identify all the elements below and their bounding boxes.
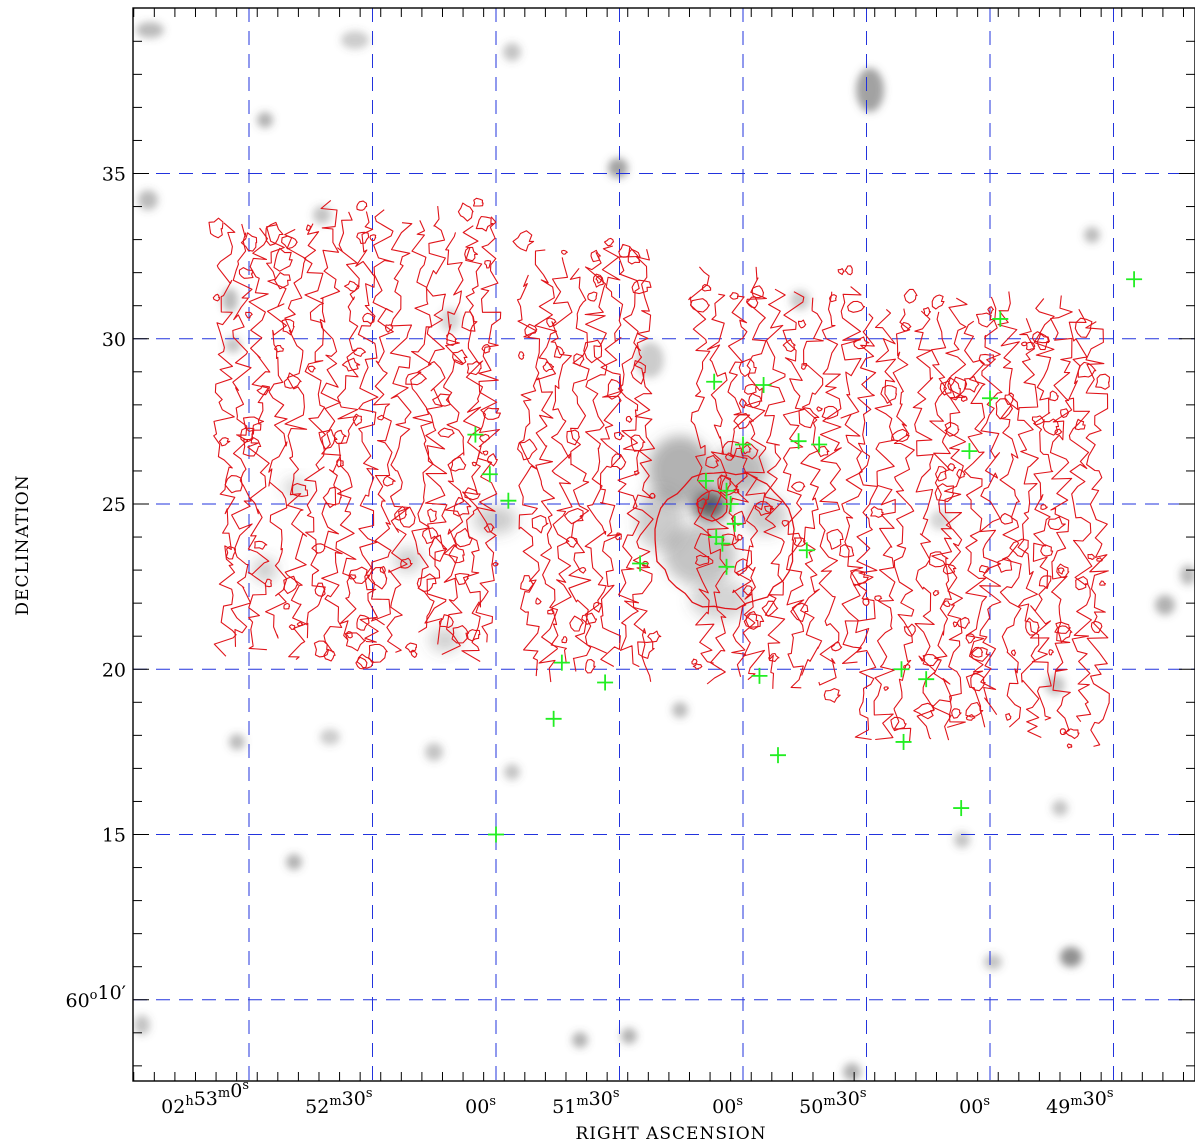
x-tick-label: 00s xyxy=(465,1094,496,1118)
source-marker xyxy=(718,558,735,575)
y-tick-label: 25 xyxy=(102,494,126,516)
source-marker xyxy=(632,555,649,572)
source-marker xyxy=(735,436,751,453)
source-marker xyxy=(798,542,815,559)
source-marker xyxy=(467,426,484,443)
source-marker xyxy=(918,671,935,688)
source-marker xyxy=(697,472,714,489)
source-marker xyxy=(769,747,786,764)
y-tick-label: 15 xyxy=(102,825,126,847)
source-marker xyxy=(1126,271,1143,288)
x-tick-label: 02h53m0s xyxy=(161,1078,249,1118)
x-tick-label: 00s xyxy=(959,1094,990,1118)
axis-ticks xyxy=(133,8,1195,1081)
x-tick-label: 52m30s xyxy=(305,1086,372,1118)
y-tick-labels: 35 30 25 20 15 60o10′ xyxy=(65,164,126,1012)
x-tick-label: 49m30s xyxy=(1046,1086,1113,1118)
source-marker xyxy=(714,535,731,552)
y-tick-label: 30 xyxy=(102,329,126,351)
source-marker xyxy=(982,390,998,407)
source-marker xyxy=(893,661,910,678)
source-marker xyxy=(597,674,614,691)
y-axis-title: DECLINATION xyxy=(13,474,33,615)
exposure-contours xyxy=(208,197,1111,749)
source-marker xyxy=(706,373,723,390)
source-marker xyxy=(895,733,912,750)
source-marker xyxy=(755,377,772,394)
source-marker xyxy=(722,496,739,512)
source-marker xyxy=(953,800,970,817)
source-marker xyxy=(545,710,562,727)
source-marker xyxy=(553,654,570,671)
x-tick-label: 51m30s xyxy=(552,1086,619,1118)
source-marker xyxy=(488,826,504,843)
plot-frame xyxy=(132,7,1195,1082)
y-tick-label: 60o10′ xyxy=(65,982,126,1012)
source-marker xyxy=(726,515,743,532)
source-marker xyxy=(718,482,735,499)
coordinate-grid xyxy=(133,8,1195,1081)
y-tick-label: 35 xyxy=(102,164,126,186)
source-marker xyxy=(790,433,807,450)
x-axis-title: RIGHT ASCENSION xyxy=(575,1124,766,1144)
x-tick-label: 50m30s xyxy=(799,1086,866,1118)
source-marker xyxy=(481,466,498,483)
x-tick-labels: 02h53m0s 52m30s 00s 51m30s 00s 50m30s 00s 49m30… xyxy=(161,1078,1113,1118)
source-marker xyxy=(961,443,978,460)
greyscale-image xyxy=(134,22,1195,1081)
source-marker xyxy=(811,436,828,453)
x-tick-label: 00s xyxy=(712,1094,743,1118)
plot-area xyxy=(133,8,1195,1081)
source-marker xyxy=(500,492,517,509)
source-marker xyxy=(751,667,768,684)
source-markers xyxy=(467,271,1143,843)
source-marker xyxy=(992,310,1009,327)
y-tick-label: 20 xyxy=(102,659,126,681)
